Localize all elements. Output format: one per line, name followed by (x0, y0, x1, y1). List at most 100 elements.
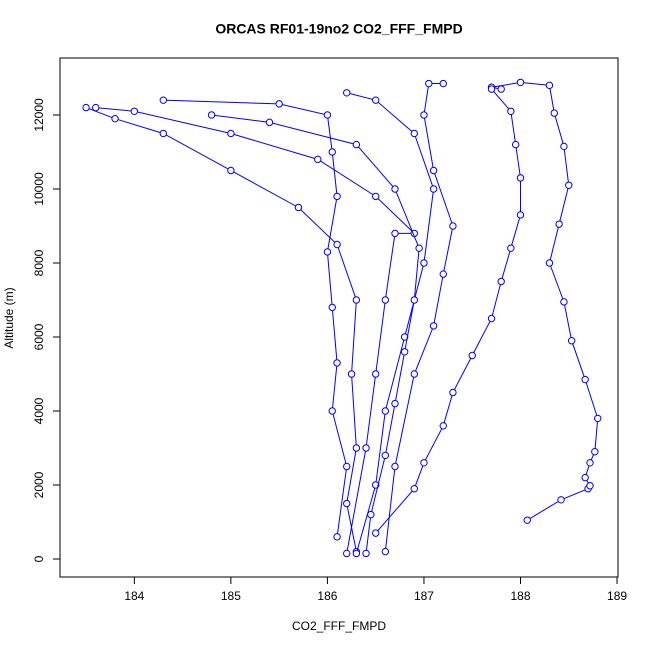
point (594, 414, 602, 423)
point (333, 240, 341, 249)
point (328, 148, 336, 156)
point (567, 337, 576, 345)
y-axis-label: Altitude (m) (2, 287, 16, 348)
chart-title: ORCAS RF01-19no2 CO2_FFF_FMPD (215, 21, 462, 37)
point (352, 140, 361, 149)
x-tick-label: 188 (510, 589, 530, 603)
point (449, 222, 457, 230)
x-tick-label: 187 (414, 589, 434, 603)
point (294, 203, 303, 212)
point (159, 96, 167, 104)
point (314, 155, 322, 164)
point (328, 407, 336, 415)
point (265, 118, 274, 127)
point (371, 529, 380, 537)
point (207, 111, 216, 119)
point (92, 103, 100, 112)
point (516, 211, 525, 219)
point (425, 79, 433, 88)
point (586, 482, 594, 490)
point (323, 111, 332, 119)
point (381, 296, 390, 304)
y-tick-label: 10000 (32, 172, 46, 206)
point (410, 485, 419, 493)
point (410, 370, 419, 378)
point (449, 388, 457, 397)
point (516, 78, 525, 87)
point (487, 85, 496, 93)
point (591, 448, 599, 456)
point (343, 462, 351, 471)
point (381, 547, 390, 556)
y-tick-label: 8000 (32, 249, 46, 276)
point (560, 298, 568, 306)
point (545, 81, 554, 90)
point (352, 549, 361, 558)
point (130, 107, 139, 115)
point (371, 96, 380, 104)
point (439, 270, 447, 278)
x-axis-label: CO2_FFF_FMPD (292, 619, 386, 633)
point (439, 422, 447, 430)
point (581, 473, 589, 482)
point (511, 140, 520, 149)
point (333, 192, 341, 201)
point (82, 103, 90, 112)
point (381, 407, 390, 415)
series-line (384, 83, 454, 552)
point (429, 166, 438, 175)
point (410, 296, 419, 304)
point (545, 259, 554, 267)
point (586, 459, 594, 467)
point (367, 510, 375, 519)
point (227, 166, 235, 175)
series-line (375, 88, 521, 534)
point (381, 451, 390, 460)
point (497, 85, 505, 93)
point (523, 516, 531, 524)
y-tick-label: 2000 (32, 471, 46, 498)
y-tick-label: 6000 (32, 323, 46, 350)
y-tick-label: 0 (32, 555, 46, 562)
point (410, 129, 419, 138)
point (362, 444, 370, 452)
point (400, 348, 409, 356)
x-tick-label: 185 (221, 589, 241, 603)
point (439, 79, 447, 88)
point (391, 229, 399, 238)
point (555, 220, 563, 228)
point (429, 322, 438, 330)
point (328, 303, 336, 312)
point (333, 533, 341, 541)
point (362, 549, 370, 558)
point (159, 129, 167, 138)
point (343, 549, 351, 558)
point (391, 185, 399, 193)
point (420, 111, 428, 119)
point (420, 259, 428, 267)
point (352, 296, 361, 304)
point (487, 314, 496, 323)
point (565, 181, 573, 189)
point (227, 129, 235, 138)
point (429, 185, 438, 193)
point (507, 107, 515, 115)
point (560, 142, 568, 151)
y-tick-label: 4000 (32, 397, 46, 424)
point (352, 444, 361, 452)
point (550, 109, 558, 117)
point (557, 496, 565, 504)
point (507, 244, 515, 252)
point (391, 399, 399, 408)
x-tick-label: 186 (317, 589, 337, 603)
point (581, 375, 589, 384)
y-tick-label: 12000 (32, 98, 46, 132)
x-tick-label: 184 (124, 589, 144, 603)
point (347, 370, 356, 378)
point (371, 370, 380, 378)
point (275, 100, 283, 108)
point (497, 277, 505, 286)
point (468, 351, 476, 360)
point (516, 174, 525, 182)
